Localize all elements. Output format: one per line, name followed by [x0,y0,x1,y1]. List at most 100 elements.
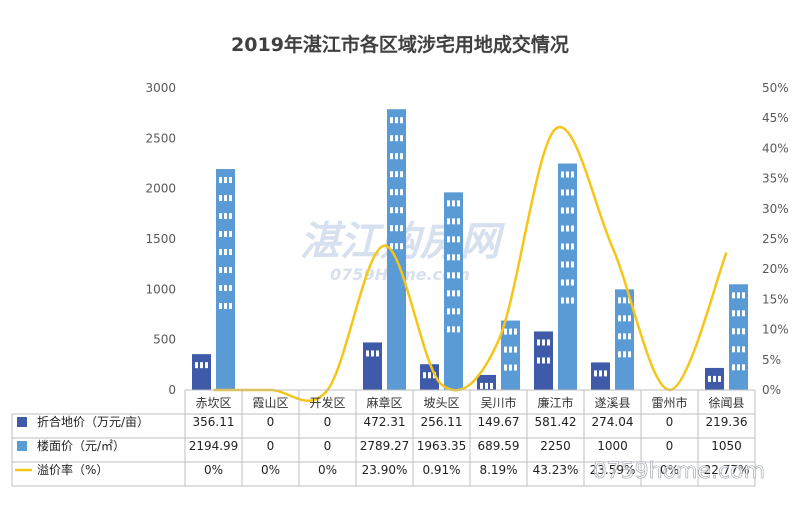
bar-window [618,297,621,304]
bar-window [447,326,450,333]
category-label: 徐闻县 [708,395,744,410]
bar-window [447,254,450,261]
bar-window [514,346,517,353]
bar-window [571,171,574,178]
data-label: 0% [660,463,679,477]
category-label: 坡头区 [423,396,459,410]
data-label: 2250 [540,439,571,453]
bar-window [504,364,507,371]
bar-window [219,213,222,220]
category-label: 赤坎区 [195,396,231,410]
data-label: 689.59 [478,439,520,453]
y-left-tick-label: 500 [153,333,176,347]
y-left-tick-label: 0 [168,383,176,397]
bar-window [571,243,574,250]
data-label: 0 [267,439,275,453]
bar-window [390,171,393,178]
bar-window [490,382,493,389]
data-label: 1963.35 [417,439,467,453]
bar-window [452,254,455,261]
bar-window [742,364,745,371]
y-left-tick-label: 1500 [145,232,176,246]
bar-window [390,243,393,250]
bar-window [571,279,574,286]
bar-window [224,231,227,238]
y-right-tick-label: 5% [762,353,781,367]
bar-window [400,225,403,232]
bar-window [400,171,403,178]
y-left-tick-label: 3000 [145,81,176,95]
bar-window [561,297,564,304]
y-right-tick-label: 35% [762,172,789,186]
bar-window [366,350,369,357]
bar-window [561,207,564,214]
bar-window [618,315,621,322]
bar-window [423,372,426,379]
bar-floor-price [615,289,634,390]
bar-window [447,308,450,315]
bar-window [371,350,374,357]
bar-window [205,362,208,369]
bar-window [561,243,564,250]
bar-window [732,310,735,317]
bar-window [395,135,398,142]
bar-window [504,346,507,353]
bar-window [219,249,222,256]
bar-window [623,297,626,304]
bar-window [447,272,450,279]
data-label: 0 [324,415,332,429]
bar-window [457,272,460,279]
bar-window [566,297,569,304]
bar-window [566,207,569,214]
legend-key-0 [17,417,27,427]
data-label: 149.67 [478,415,520,429]
bar-window [224,195,227,202]
legend-entry: 溢价率（%） [37,462,108,477]
bar-floor-price [729,284,748,390]
bar-window [390,189,393,196]
category-label: 麻章区 [366,395,402,410]
bar-window [742,292,745,299]
bar-window [732,292,735,299]
bar-window [742,328,745,335]
y-right-tick-label: 25% [762,232,789,246]
y-right-tick-label: 10% [762,323,789,337]
bar-window [457,326,460,333]
bar-window [623,351,626,358]
bar-window [628,351,631,358]
bar-window [566,171,569,178]
data-label: 1050 [711,439,742,453]
bar-window [224,267,227,274]
bar-window [452,326,455,333]
bar-window [737,292,740,299]
bar-window [547,339,550,346]
bar-window [390,225,393,232]
legend-entry: 楼面价（元/㎡） [37,438,125,453]
category-label: 开发区 [309,395,345,410]
y-right-tick-label: 40% [762,141,789,155]
bar-window [229,231,232,238]
data-label: 1000 [597,439,628,453]
bar-window [400,153,403,160]
bar-window [737,310,740,317]
bar-window [200,362,203,369]
bar-window [229,249,232,256]
bar-window [219,231,222,238]
bar-window [395,153,398,160]
bar-window [618,351,621,358]
bar-window [452,236,455,243]
bar-window [537,357,540,364]
data-label: 0 [267,415,275,429]
bar-window [447,218,450,225]
bar-window [566,261,569,268]
bar-window [718,375,721,382]
bar-window [219,177,222,184]
data-label: 219.36 [706,415,748,429]
bar-window [571,189,574,196]
data-label: 0 [666,439,674,453]
bar-window [628,333,631,340]
bar-window [395,225,398,232]
bar-window [509,328,512,335]
data-label: 472.31 [364,415,406,429]
